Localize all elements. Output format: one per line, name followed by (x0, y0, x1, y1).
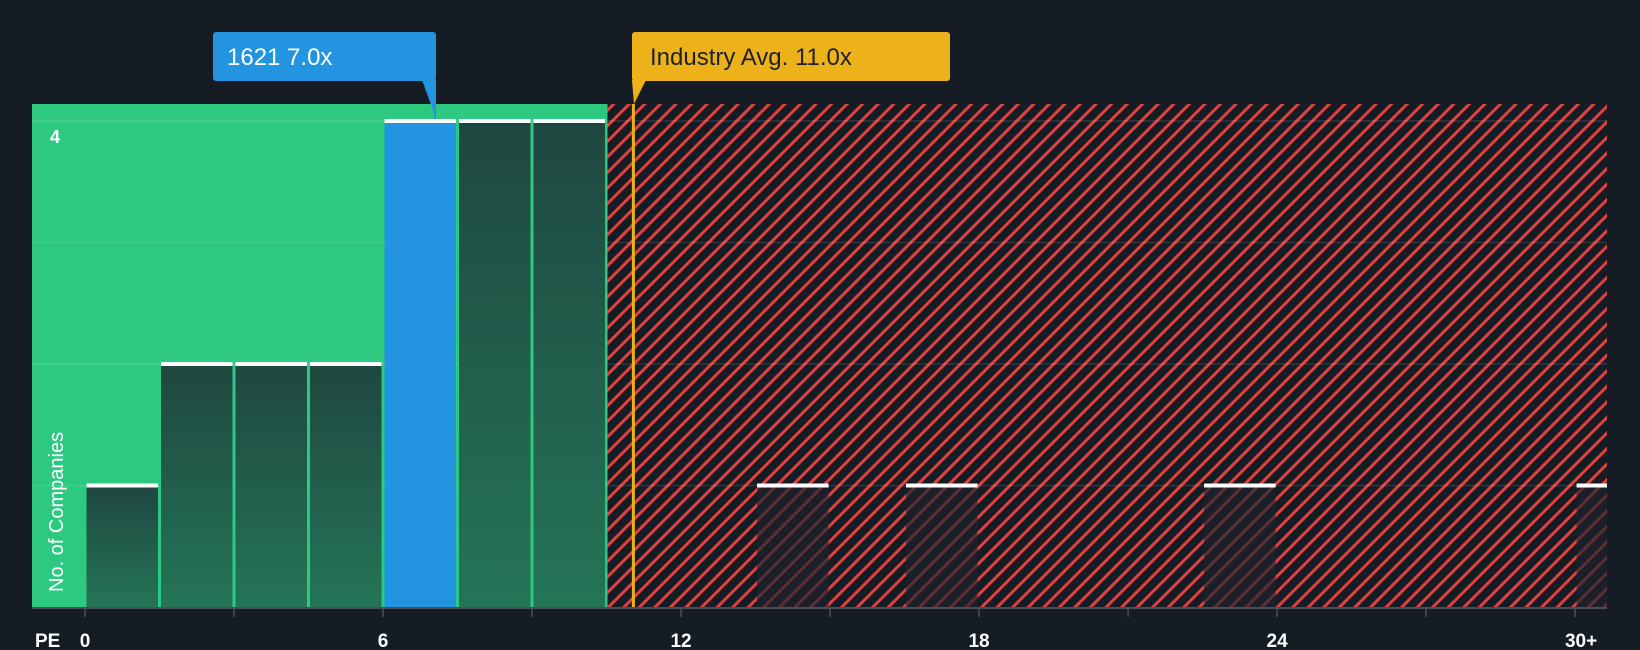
y-axis-title: No. of Companies (46, 432, 68, 592)
industry-avg-line (631, 104, 635, 607)
bar-cap (310, 362, 382, 366)
bar-cap (459, 119, 531, 123)
bar-cap (906, 483, 978, 488)
y-axis-tick-4: 4 (50, 127, 60, 147)
bar-cap (533, 119, 606, 123)
bar-cap (86, 483, 159, 488)
industry-avg-callout: Industry Avg. 11.0x (632, 32, 950, 104)
histogram-bar[interactable] (1204, 485, 1276, 608)
x-tick-label: 18 (968, 631, 989, 650)
company-callout-label: 1621 7.0x (227, 44, 332, 71)
histogram-bar[interactable] (235, 364, 308, 607)
histogram-bar[interactable] (906, 485, 978, 608)
bar-cap (161, 362, 233, 366)
bar-cap (235, 362, 308, 366)
x-tick-label: 0 (80, 631, 91, 650)
histogram-bar[interactable] (1576, 485, 1607, 608)
histogram-bar[interactable] (459, 121, 531, 607)
bar-cap (1576, 483, 1607, 488)
industry-avg-callout-label: Industry Avg. 11.0x (650, 44, 852, 71)
bar-cap (757, 483, 829, 488)
histogram-bar[interactable] (757, 485, 829, 608)
bar-cap (1204, 483, 1276, 488)
histogram-bar[interactable] (533, 121, 606, 607)
x-tick-label: 30+ (1565, 631, 1597, 650)
x-tick-label: 12 (670, 631, 691, 650)
histogram-bar[interactable] (310, 364, 382, 607)
x-tick-label: 24 (1267, 631, 1289, 650)
company-callout: 1621 7.0x (213, 32, 436, 119)
x-axis-title: PE (35, 631, 60, 650)
histogram-bar[interactable] (161, 364, 233, 607)
bar-cap (384, 119, 457, 123)
histogram-bar[interactable] (86, 485, 159, 608)
histogram-bar[interactable] (384, 121, 457, 607)
x-tick-label: 6 (378, 631, 389, 650)
plot-area (32, 104, 1607, 617)
x-axis-tick-labels: 0 6 12 18 24 30+ (80, 631, 1598, 650)
